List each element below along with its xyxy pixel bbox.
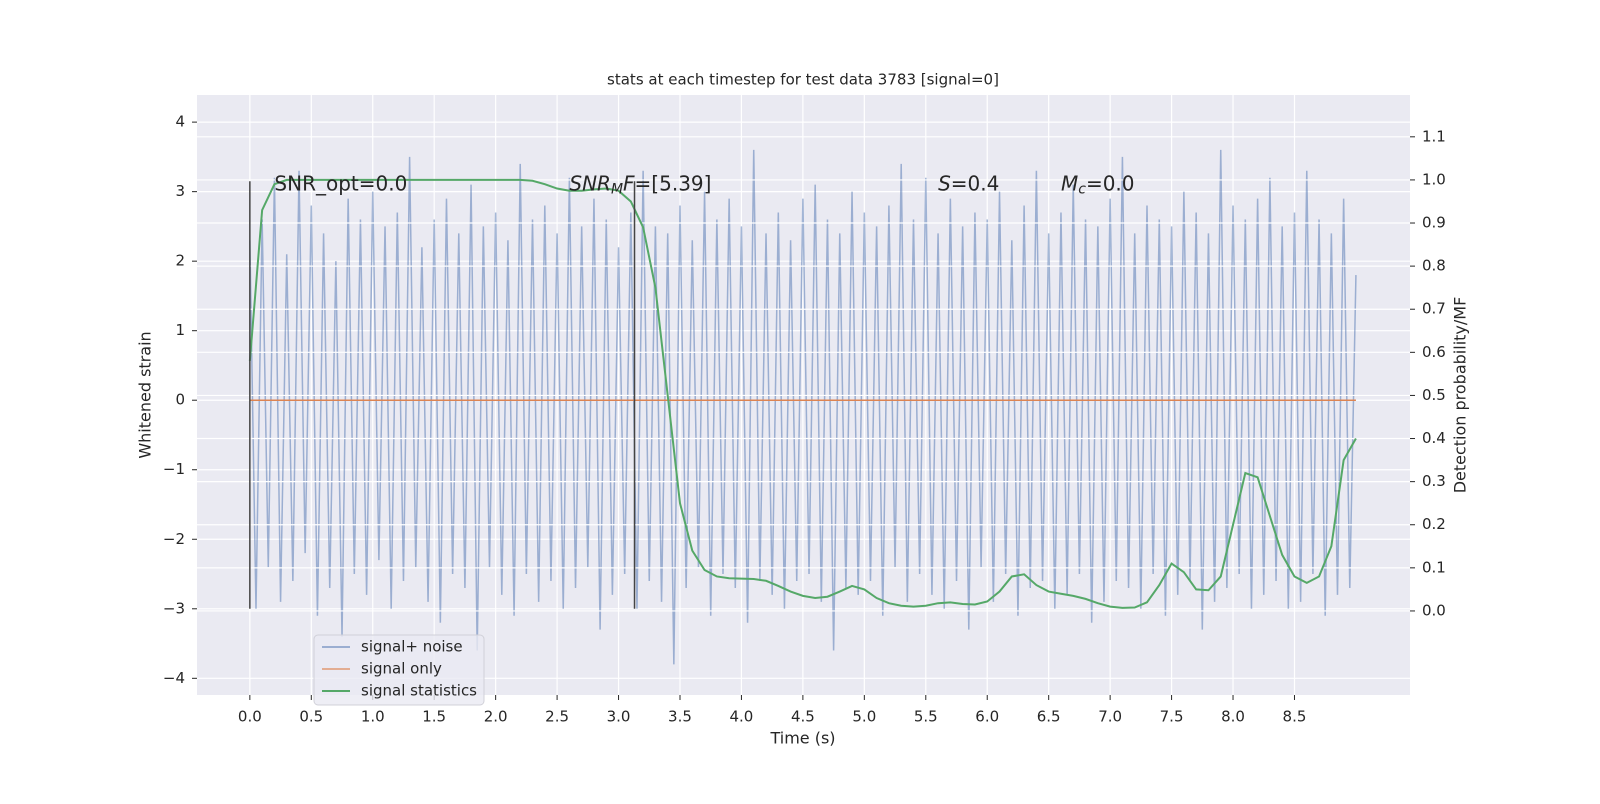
x-tick-label: 1.5 <box>422 708 446 726</box>
annotation-part: =0.4 <box>951 171 1000 195</box>
y-axis-label: Whitened strain <box>136 331 155 458</box>
x-tick-label: 2.5 <box>545 708 569 726</box>
x-tick-label: 3.0 <box>607 708 631 726</box>
y-tick-label: −3 <box>163 599 185 617</box>
x-tick-label: 0.0 <box>238 708 262 726</box>
series-line <box>249 149 1357 665</box>
annotation-part: SNR <box>569 171 611 195</box>
y2-tick-label: 0.9 <box>1422 214 1446 232</box>
annotation-part: =[5.39] <box>635 171 712 195</box>
x-tick-label: 5.5 <box>914 708 938 726</box>
x-tick-label: 1.0 <box>361 708 385 726</box>
legend-label: signal statistics <box>361 682 477 700</box>
x-tick-label: 8.5 <box>1283 708 1307 726</box>
annotation-part: =0.0 <box>1086 171 1135 195</box>
y-tick-label: 2 <box>175 252 185 270</box>
y-tick-label: 1 <box>175 321 185 339</box>
x-tick-label: 6.5 <box>1037 708 1061 726</box>
y2-tick-label: 0.2 <box>1422 515 1446 533</box>
annotation-part: M <box>611 182 623 198</box>
y2-tick-label: 0.8 <box>1422 257 1446 275</box>
series-line <box>248 178 1357 609</box>
legend-label: signal+ noise <box>361 638 463 656</box>
legend: signal+ noise signal only signal statistic… <box>313 634 485 706</box>
y-tick-label: −2 <box>163 530 185 548</box>
y2-tick-label: 0.4 <box>1422 429 1446 447</box>
annotation: SNR_opt=0.0 <box>274 171 407 195</box>
x-tick-label: 2.0 <box>484 708 508 726</box>
y-tick-label: −1 <box>163 460 185 478</box>
annotation-part: SNR_opt=0.0 <box>274 171 407 195</box>
x-tick-label: 8.0 <box>1221 708 1245 726</box>
x-tick-label: 4.5 <box>791 708 815 726</box>
y2-tick-label: 0.5 <box>1422 386 1446 404</box>
y2-tick-label: 0.6 <box>1422 343 1446 361</box>
y2-tick-label: 0.1 <box>1422 558 1446 576</box>
y2-tick-label: 1.1 <box>1422 127 1446 145</box>
annotation: S=0.4 <box>938 171 999 195</box>
y-tick-label: 4 <box>175 113 185 131</box>
legend-box <box>313 634 485 706</box>
y2-tick-label: 0.3 <box>1422 472 1446 490</box>
x-tick-label: 7.5 <box>1160 708 1184 726</box>
y-tick-label: −4 <box>163 669 185 687</box>
chart-title: stats at each timestep for test data 378… <box>607 71 999 89</box>
y-tick-label: 0 <box>175 391 185 409</box>
y2-tick-label: 0.0 <box>1422 601 1446 619</box>
y2-tick-label: 0.7 <box>1422 300 1446 318</box>
y2-axis-label: Detection probability/MF <box>1451 297 1470 494</box>
x-axis-label: Time (s) <box>769 729 835 748</box>
annotation-part: M <box>1061 171 1078 195</box>
x-tick-label: 3.5 <box>668 708 692 726</box>
x-tick-label: 0.5 <box>299 708 323 726</box>
annotation-part: S <box>938 171 951 195</box>
annotation: SNRMF=[5.39] <box>569 171 711 198</box>
x-tick-label: 4.0 <box>730 708 754 726</box>
annotation-part: c <box>1078 182 1086 198</box>
y2-tick-label: 1.0 <box>1422 170 1446 188</box>
annotation: Mc=0.0 <box>1061 171 1135 198</box>
x-tick-label: 7.0 <box>1098 708 1122 726</box>
y-tick-label: 3 <box>175 182 185 200</box>
annotation-part: F <box>623 171 635 195</box>
x-tick-label: 6.0 <box>975 708 999 726</box>
legend-label: signal only <box>361 660 442 678</box>
x-tick-label: 5.0 <box>852 708 876 726</box>
